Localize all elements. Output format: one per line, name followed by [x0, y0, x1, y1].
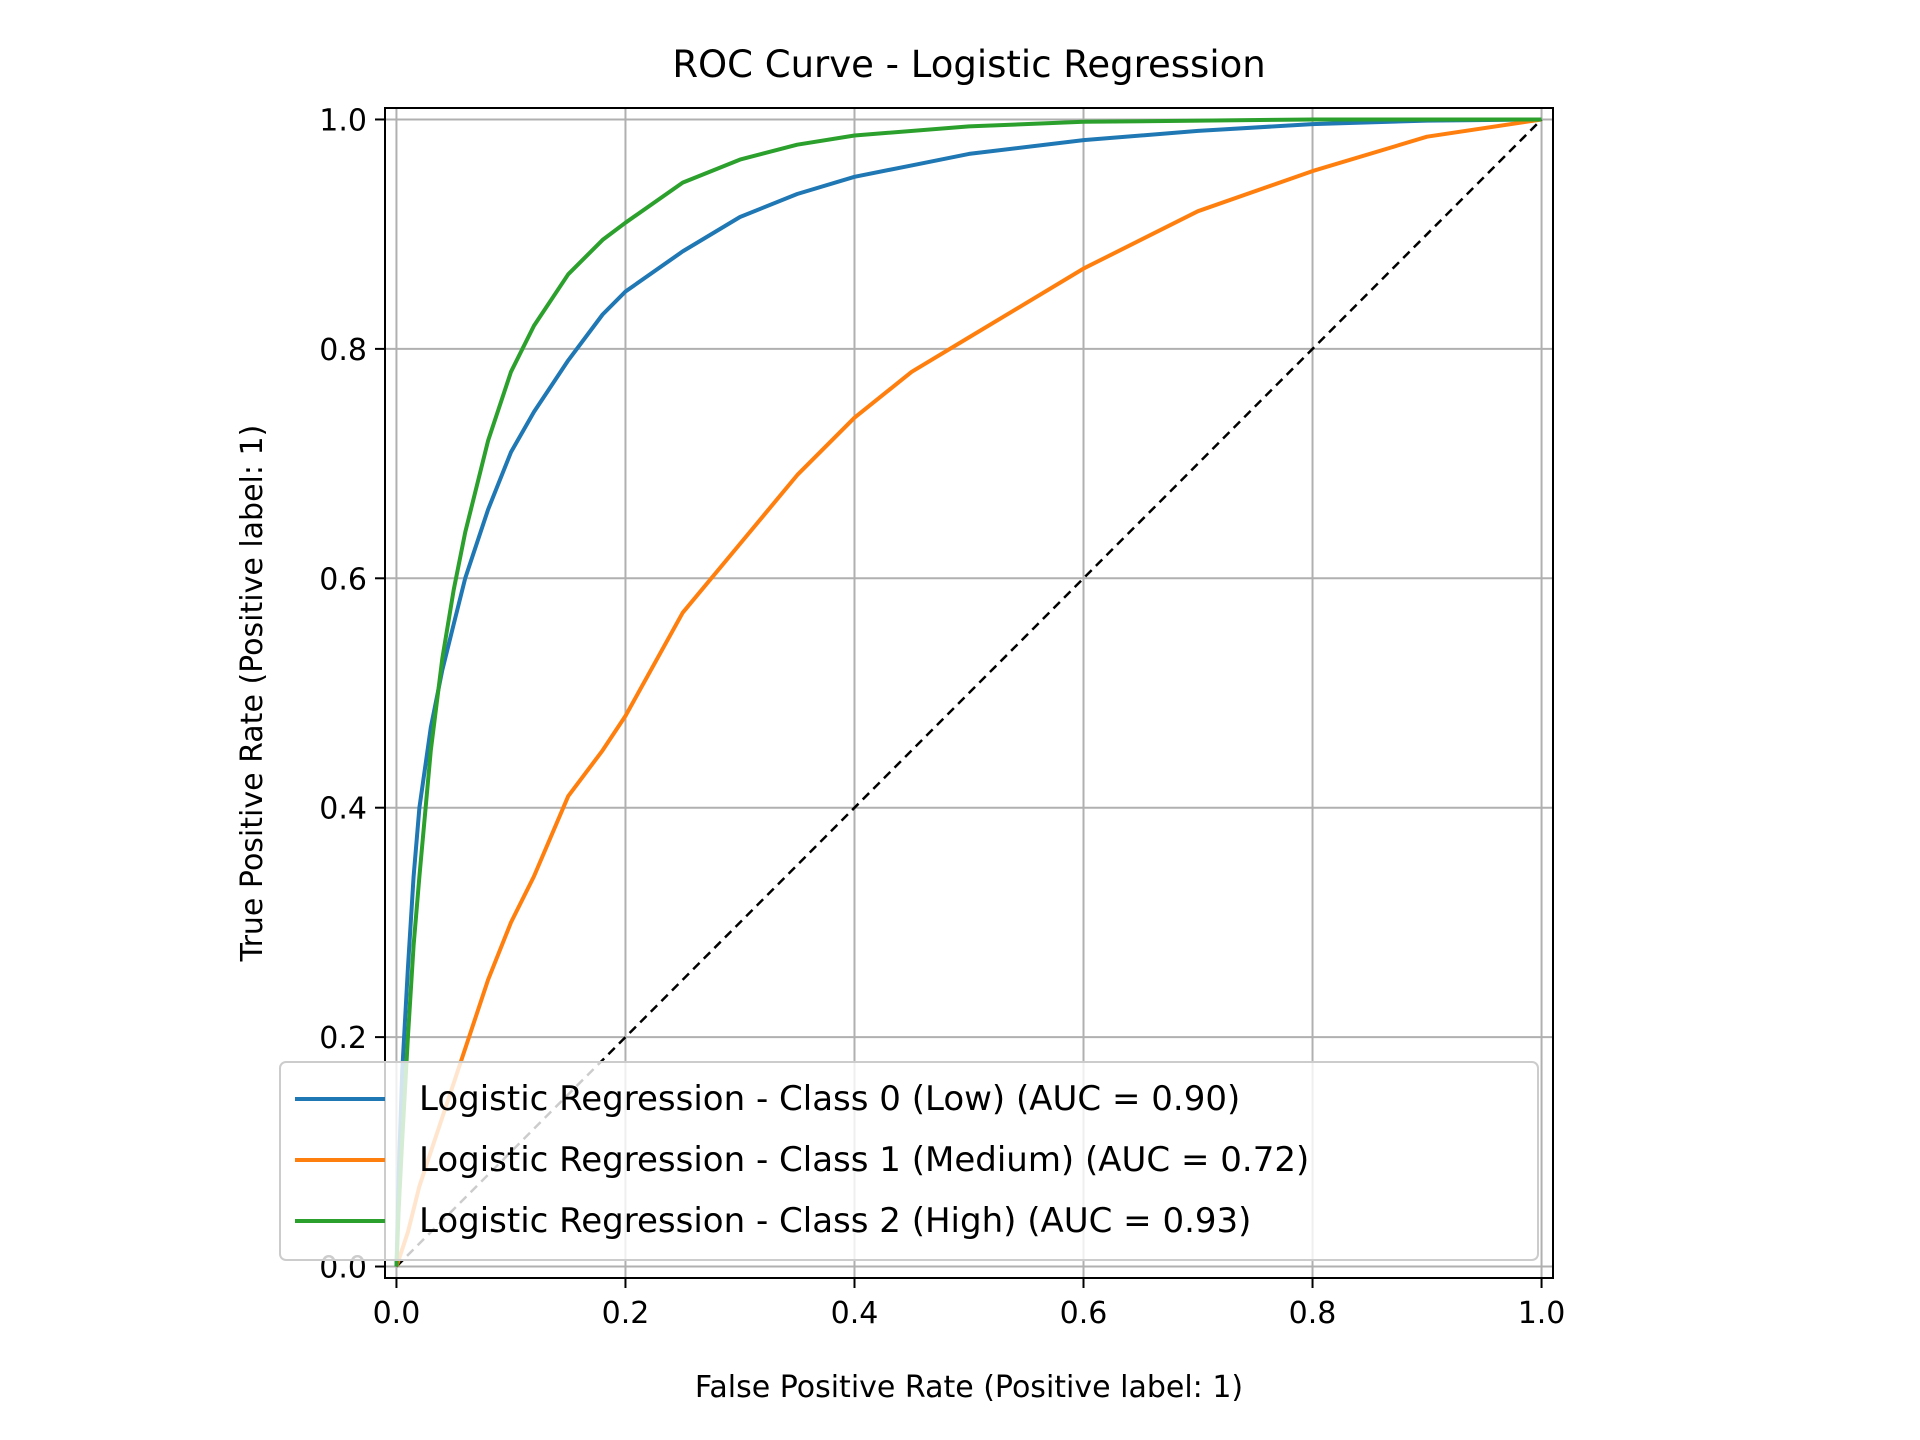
- legend-label-class-1: Logistic Regression - Class 1 (Medium) (…: [419, 1140, 1309, 1180]
- y-tick-label: 0.2: [319, 1021, 367, 1056]
- x-tick-label: 0.0: [373, 1296, 421, 1331]
- y-tick-label: 1.0: [319, 103, 367, 138]
- y-tick-label: 0.4: [319, 792, 367, 827]
- y-tick-label: 0.8: [319, 333, 367, 368]
- axis-ticks: 0.0 0.2 0.4 0.6 0.8 1.00.00.20.40.60.81.0: [319, 103, 1565, 1331]
- chart-title: ROC Curve - Logistic Regression: [672, 43, 1265, 86]
- plot-lines: [394, 117, 1543, 1268]
- y-tick-label: 0.6: [319, 562, 367, 597]
- grid-lines: [385, 108, 1553, 1278]
- plot-frame: [384, 107, 1554, 1279]
- roc-curve-class-0: [394, 117, 1542, 1267]
- legend-label-class-0: Logistic Regression - Class 0 (Low) (AUC…: [419, 1079, 1240, 1119]
- x-tick-label: 0.6: [1060, 1296, 1108, 1331]
- y-axis-label: True Positive Rate (Positive label: 1): [235, 425, 270, 963]
- x-tick-label: 0.8: [1289, 1296, 1337, 1331]
- x-axis-label: False Positive Rate (Positive label: 1): [695, 1370, 1243, 1405]
- legend: Logistic Regression - Class 0 (Low) (AUC…: [279, 1061, 1539, 1261]
- x-tick-label: 1.0: [1518, 1296, 1566, 1331]
- legend-label-class-2: Logistic Regression - Class 2 (High) (AU…: [419, 1201, 1251, 1241]
- legend-box: [279, 1061, 1539, 1261]
- x-tick-label: 0.2: [602, 1296, 650, 1331]
- x-tick-label: 0.4: [831, 1296, 879, 1331]
- roc-curve-class-2: [394, 117, 1542, 1267]
